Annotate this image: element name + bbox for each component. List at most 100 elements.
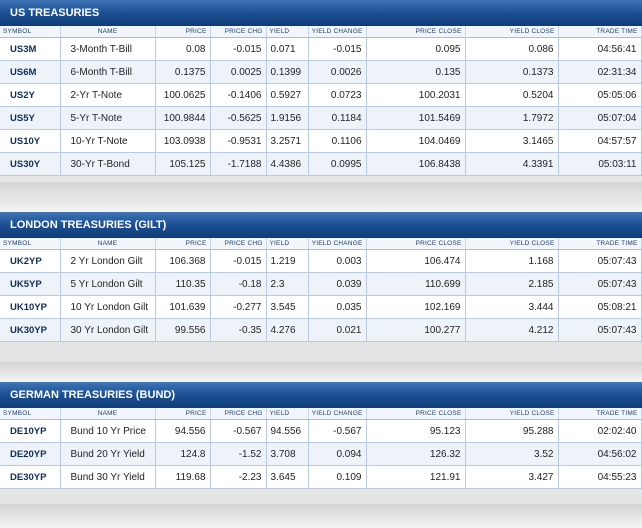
symbol-cell[interactable]: UK5YP	[0, 272, 61, 296]
column-header-yield-close[interactable]: YIELD CLOSE	[465, 26, 559, 38]
name-cell: 2 Yr London Gilt	[60, 249, 156, 273]
symbol-cell[interactable]: UK2YP	[0, 249, 61, 273]
quotes-table: SYMBOL NAME PRICE PRICE CHG YIELD YIELD CHANG…	[0, 408, 642, 489]
column-header-price-chg[interactable]: PRICE CHG	[210, 408, 267, 420]
name-cell: 6-Month T-Bill	[60, 60, 156, 84]
symbol-cell[interactable]: UK10YP	[0, 295, 61, 319]
symbol-cell[interactable]: US5Y	[0, 106, 61, 130]
symbol-cell[interactable]: US6M	[0, 60, 61, 84]
column-header-name[interactable]: NAME	[60, 408, 156, 420]
yield-cell: 3.708	[266, 442, 309, 466]
yield-change-cell: 0.109	[308, 465, 367, 489]
yield-change-cell: 0.003	[308, 249, 367, 273]
column-header-yield-change[interactable]: YIELD CHANGE	[308, 238, 367, 250]
table-row[interactable]: UK10YP 10 Yr London Gilt 101.639 -0.277 3.54…	[0, 295, 642, 319]
symbol-cell[interactable]: DE30YP	[0, 465, 61, 489]
table-row[interactable]: US30Y 30-Yr T-Bond 105.125 -1.7188 4.4386 0.0…	[0, 152, 642, 176]
column-header-name[interactable]: NAME	[60, 238, 156, 250]
column-header-row: SYMBOL NAME PRICE PRICE CHG YIELD YIELD CHANG…	[0, 238, 642, 250]
column-header-yield-close[interactable]: YIELD CLOSE	[465, 408, 559, 420]
column-header-yield[interactable]: YIELD	[266, 408, 309, 420]
column-header-yield-change[interactable]: YIELD CHANGE	[308, 26, 367, 38]
price-cell: 124.8	[155, 442, 211, 466]
column-header-symbol[interactable]: SYMBOL	[0, 408, 61, 420]
price-cell: 0.08	[155, 37, 211, 61]
price-cell: 110.35	[155, 272, 211, 296]
column-header-trade-time[interactable]: TRADE TIME	[558, 26, 642, 38]
column-header-price-close[interactable]: PRICE CLOSE	[366, 408, 466, 420]
yield-change-cell: 0.1106	[308, 129, 367, 153]
column-header-name[interactable]: NAME	[60, 26, 156, 38]
section-title: US TREASURIES	[0, 0, 642, 26]
yield-cell: 4.4386	[266, 152, 309, 176]
price-close-cell: 104.0469	[366, 129, 466, 153]
table-row[interactable]: US5Y 5-Yr T-Note 100.9844 -0.5625 1.9156 0.11…	[0, 106, 642, 130]
column-header-symbol[interactable]: SYMBOL	[0, 26, 61, 38]
yield-change-cell: 0.039	[308, 272, 367, 296]
column-header-price[interactable]: PRICE	[155, 238, 211, 250]
column-header-price-chg[interactable]: PRICE CHG	[210, 26, 267, 38]
table-row[interactable]: UK5YP 5 Yr London Gilt 110.35 -0.18 2.3 0.039…	[0, 272, 642, 296]
price-chg-cell: 0.0025	[210, 60, 267, 84]
table-row[interactable]: US3M 3-Month T-Bill 0.08 -0.015 0.071 -0.015 0…	[0, 37, 642, 61]
yield-cell: 0.1399	[266, 60, 309, 84]
price-cell: 99.556	[155, 318, 211, 342]
yield-close-cell: 3.52	[465, 442, 559, 466]
symbol-cell[interactable]: US2Y	[0, 83, 61, 107]
symbol-cell[interactable]: UK30YP	[0, 318, 61, 342]
column-header-price-close[interactable]: PRICE CLOSE	[366, 238, 466, 250]
name-cell: 10 Yr London Gilt	[60, 295, 156, 319]
price-chg-cell: -0.5625	[210, 106, 267, 130]
section-spacer	[0, 504, 642, 528]
yield-change-cell: 0.035	[308, 295, 367, 319]
table-row[interactable]: US2Y 2-Yr T-Note 100.0625 -0.1406 0.5927 0.07…	[0, 83, 642, 107]
price-close-cell: 101.5469	[366, 106, 466, 130]
symbol-cell[interactable]: DE20YP	[0, 442, 61, 466]
name-cell: Bund 30 Yr Yield	[60, 465, 156, 489]
trade-time-cell: 02:31:34	[558, 60, 642, 84]
price-cell: 100.0625	[155, 83, 211, 107]
column-header-yield-close[interactable]: YIELD CLOSE	[465, 238, 559, 250]
yield-change-cell: 0.0995	[308, 152, 367, 176]
table-row[interactable]: DE20YP Bund 20 Yr Yield 124.8 -1.52 3.708 0.0…	[0, 442, 642, 466]
price-chg-cell: -0.567	[210, 419, 267, 443]
symbol-cell[interactable]: DE10YP	[0, 419, 61, 443]
column-header-trade-time[interactable]: TRADE TIME	[558, 408, 642, 420]
column-header-row: SYMBOL NAME PRICE PRICE CHG YIELD YIELD CHANG…	[0, 408, 642, 420]
column-header-price[interactable]: PRICE	[155, 408, 211, 420]
yield-close-cell: 4.3391	[465, 152, 559, 176]
trade-time-cell: 04:57:57	[558, 129, 642, 153]
table-row[interactable]: UK30YP 30 Yr London Gilt 99.556 -0.35 4.276 0…	[0, 318, 642, 342]
price-cell: 105.125	[155, 152, 211, 176]
price-chg-cell: -0.015	[210, 249, 267, 273]
trade-time-cell: 04:56:02	[558, 442, 642, 466]
price-chg-cell: -2.23	[210, 465, 267, 489]
name-cell: 30-Yr T-Bond	[60, 152, 156, 176]
table-row[interactable]: DE10YP Bund 10 Yr Price 94.556 -0.567 94.556…	[0, 419, 642, 443]
column-header-symbol[interactable]: SYMBOL	[0, 238, 61, 250]
symbol-cell[interactable]: US10Y	[0, 129, 61, 153]
column-header-yield[interactable]: YIELD	[266, 26, 309, 38]
table-row[interactable]: US10Y 10-Yr T-Note 103.0938 -0.9531 3.2571 0.…	[0, 129, 642, 153]
column-header-yield[interactable]: YIELD	[266, 238, 309, 250]
column-header-price[interactable]: PRICE	[155, 26, 211, 38]
symbol-cell[interactable]: US3M	[0, 37, 61, 61]
trade-time-cell: 05:07:04	[558, 106, 642, 130]
column-header-trade-time[interactable]: TRADE TIME	[558, 238, 642, 250]
price-close-cell: 0.135	[366, 60, 466, 84]
table-row[interactable]: US6M 6-Month T-Bill 0.1375 0.0025 0.1399 0.00…	[0, 60, 642, 84]
column-header-price-chg[interactable]: PRICE CHG	[210, 238, 267, 250]
yield-cell: 2.3	[266, 272, 309, 296]
price-cell: 94.556	[155, 419, 211, 443]
symbol-cell[interactable]: US30Y	[0, 152, 61, 176]
column-header-yield-change[interactable]: YIELD CHANGE	[308, 408, 367, 420]
trade-time-cell: 05:07:43	[558, 318, 642, 342]
table-row[interactable]: DE30YP Bund 30 Yr Yield 119.68 -2.23 3.645 0.…	[0, 465, 642, 489]
table-row[interactable]: UK2YP 2 Yr London Gilt 106.368 -0.015 1.219 0…	[0, 249, 642, 273]
name-cell: 30 Yr London Gilt	[60, 318, 156, 342]
column-header-price-close[interactable]: PRICE CLOSE	[366, 26, 466, 38]
yield-cell: 3.645	[266, 465, 309, 489]
yield-change-cell: 0.0026	[308, 60, 367, 84]
price-close-cell: 100.2031	[366, 83, 466, 107]
section-title: LONDON TREASURIES (GILT)	[0, 212, 642, 238]
